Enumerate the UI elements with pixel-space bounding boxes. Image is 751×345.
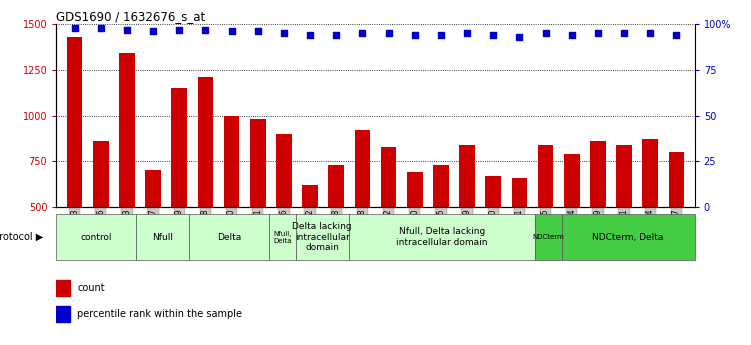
Bar — [296, 214, 349, 260]
Bar — [349, 214, 535, 260]
Bar — [328, 165, 344, 298]
Bar — [189, 214, 269, 260]
Bar — [269, 214, 296, 260]
Text: Nfull, Delta lacking
intracellular domain: Nfull, Delta lacking intracellular domai… — [397, 227, 487, 247]
Bar — [381, 147, 397, 298]
Point — [252, 29, 264, 34]
Bar — [511, 178, 527, 298]
Bar — [56, 214, 136, 260]
Point — [671, 32, 683, 38]
Text: protocol ▶: protocol ▶ — [0, 232, 43, 242]
Point — [225, 29, 237, 34]
Bar — [407, 172, 423, 298]
Point — [618, 31, 630, 36]
Bar — [459, 145, 475, 298]
Bar — [354, 130, 370, 298]
Point — [566, 32, 578, 38]
Bar — [564, 154, 580, 298]
Bar — [668, 152, 684, 298]
Bar — [171, 88, 187, 298]
Bar — [93, 141, 109, 298]
Text: Delta lacking
intracellular
domain: Delta lacking intracellular domain — [292, 222, 352, 252]
Point — [304, 32, 316, 38]
Point — [357, 31, 369, 36]
Point — [514, 34, 526, 40]
Text: NDCterm: NDCterm — [532, 234, 564, 240]
Bar — [145, 170, 161, 298]
Bar — [616, 145, 632, 298]
Point — [278, 31, 290, 36]
Point — [382, 31, 394, 36]
Point — [95, 25, 107, 31]
Bar — [433, 165, 449, 298]
Bar — [56, 280, 70, 296]
Bar — [485, 176, 501, 298]
Text: percentile rank within the sample: percentile rank within the sample — [77, 309, 243, 319]
Point — [644, 31, 656, 36]
Bar — [119, 53, 135, 298]
Text: count: count — [77, 283, 105, 293]
Text: Delta: Delta — [217, 233, 241, 242]
Bar — [198, 77, 213, 298]
Point — [173, 27, 185, 32]
Bar — [250, 119, 266, 298]
Point — [121, 27, 133, 32]
Text: Nfull,
Delta: Nfull, Delta — [273, 231, 291, 244]
Text: GDS1690 / 1632676_s_at: GDS1690 / 1632676_s_at — [56, 10, 206, 23]
Bar — [562, 214, 695, 260]
Bar — [276, 134, 292, 298]
Point — [147, 29, 159, 34]
Text: control: control — [80, 233, 112, 242]
Point — [409, 32, 421, 38]
Text: Nfull: Nfull — [152, 233, 173, 242]
Point — [200, 27, 212, 32]
Bar — [224, 116, 240, 298]
Point — [461, 31, 473, 36]
Bar — [56, 306, 70, 322]
Bar — [136, 214, 189, 260]
Bar — [535, 214, 562, 260]
Bar — [302, 185, 318, 298]
Point — [592, 31, 604, 36]
Point — [68, 25, 80, 31]
Point — [539, 31, 551, 36]
Text: NDCterm, Delta: NDCterm, Delta — [593, 233, 664, 242]
Bar — [67, 37, 83, 298]
Point — [435, 32, 447, 38]
Point — [330, 32, 342, 38]
Point — [487, 32, 499, 38]
Bar — [590, 141, 606, 298]
Bar — [538, 145, 553, 298]
Bar — [642, 139, 658, 298]
